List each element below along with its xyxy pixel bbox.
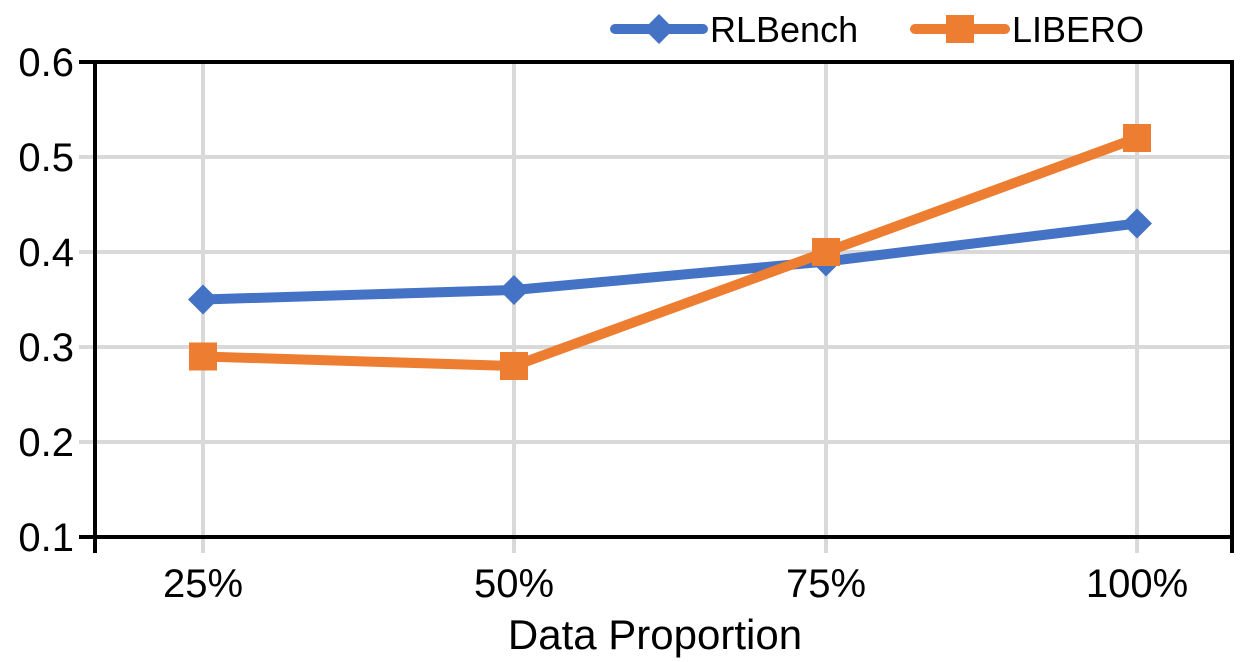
x-axis-title: Data Proportion bbox=[508, 611, 802, 658]
x-tick-label: 100% bbox=[1086, 562, 1188, 606]
axes-layer bbox=[79, 60, 1234, 553]
x-tick-label: 75% bbox=[786, 562, 866, 606]
y-tick-label: 0.5 bbox=[18, 136, 74, 180]
series-layer bbox=[188, 124, 1152, 380]
marker-square-libero bbox=[812, 238, 840, 266]
marker-square-libero bbox=[189, 342, 217, 371]
legend-marker-square bbox=[946, 15, 974, 43]
x-tick-label: 50% bbox=[474, 562, 554, 606]
y-tick-label: 0.1 bbox=[18, 516, 74, 560]
legend-marker-diamond bbox=[644, 14, 674, 44]
y-tick-label: 0.4 bbox=[18, 231, 74, 275]
marker-square-libero bbox=[500, 352, 528, 380]
x-tick-label: 25% bbox=[163, 562, 243, 606]
y-tick-label: 0.2 bbox=[18, 421, 74, 465]
series-line-rlbench bbox=[198, 218, 1142, 305]
legend-label-libero: LIBERO bbox=[1012, 9, 1144, 50]
marker-diamond-rlbench bbox=[499, 275, 529, 305]
legend: RLBench LIBERO bbox=[610, 9, 1144, 50]
y-tick-label: 0.6 bbox=[18, 41, 74, 85]
legend-label-rlbench: RLBench bbox=[710, 9, 858, 50]
series-line-libero bbox=[198, 133, 1142, 371]
plot-border bbox=[93, 60, 1234, 539]
marker-diamond-rlbench bbox=[1122, 208, 1152, 239]
marker-diamond-rlbench bbox=[188, 284, 218, 315]
tick-labels-layer: 0.6 0.5 0.4 0.3 0.2 0.1 25% 50% 75% 100% bbox=[18, 41, 1188, 606]
marker-square-libero bbox=[1123, 124, 1151, 152]
y-tick-label: 0.3 bbox=[18, 326, 74, 370]
